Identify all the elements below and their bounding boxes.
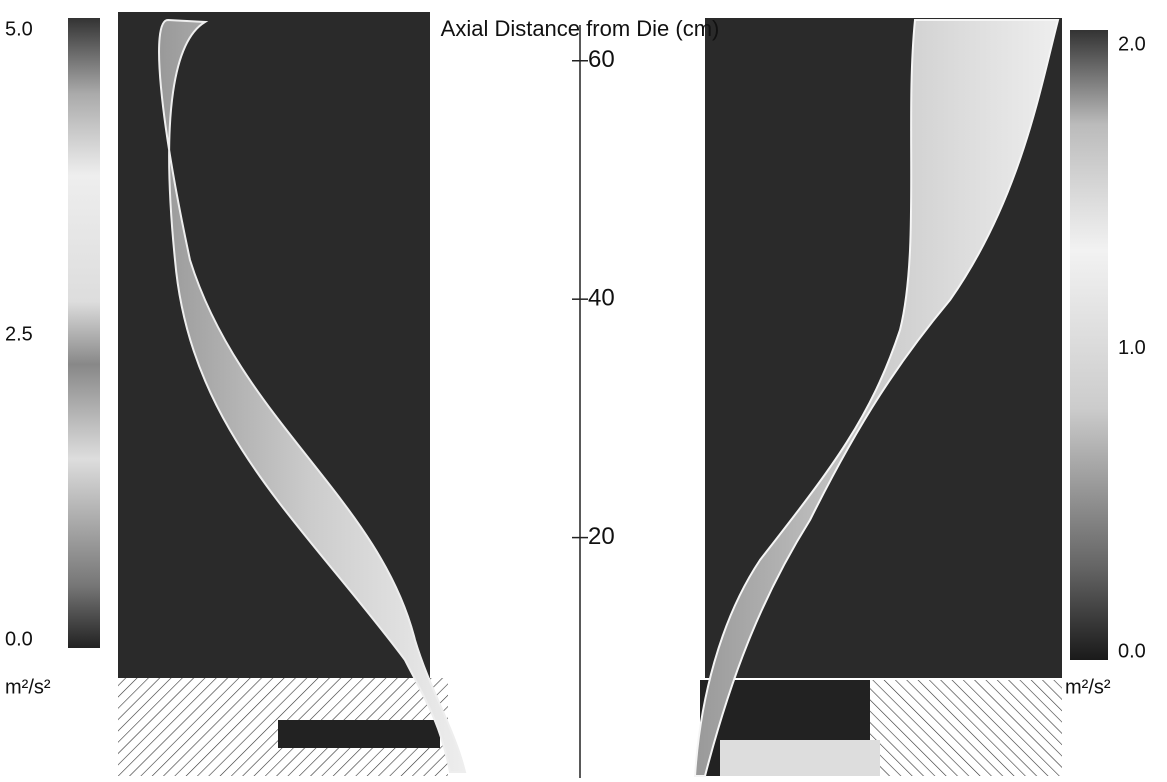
left-field: [118, 12, 465, 776]
axis-title: Axial Distance from Die (cm): [441, 16, 720, 41]
colorbar-tick-label: 5.0: [5, 18, 33, 40]
colorbar-tick-label: 0.0: [5, 628, 33, 650]
colorbar-unit: m²/s²: [5, 676, 51, 698]
colorbar-tick-label: 2.5: [5, 323, 33, 345]
colorbar-tick-label: 2.0: [1118, 33, 1146, 55]
colorbar-left: [68, 18, 100, 648]
y-tick-label: 60: [588, 46, 615, 73]
colorbar-tick-label: 1.0: [1118, 337, 1146, 359]
figure: Axial Distance from Die (cm) 20 40 60 0.0 2.…: [0, 0, 1167, 782]
right-field: [695, 18, 1062, 776]
colorbar-right: [1070, 30, 1108, 660]
y-tick-label: 20: [588, 523, 615, 550]
colorbar-unit: m²/s²: [1065, 676, 1111, 698]
y-tick-label: 40: [588, 285, 615, 312]
colorbar-tick-label: 0.0: [1118, 640, 1146, 662]
